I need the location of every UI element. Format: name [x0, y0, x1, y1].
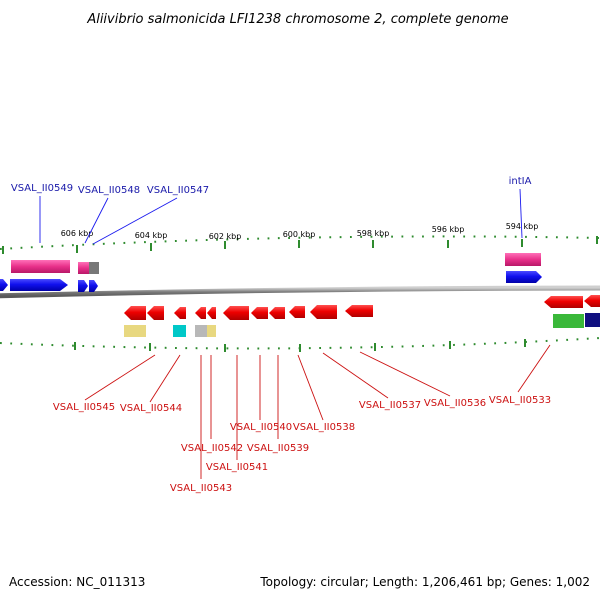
gene-label[interactable]: VSAL_II0549	[11, 183, 73, 194]
gene-arrow-red[interactable]	[345, 305, 373, 317]
upper-tick-track	[0, 235, 600, 250]
gene-arrow-blue[interactable]	[89, 280, 98, 292]
ruler-label: 594 kbp	[506, 222, 539, 231]
reverse-strand-features	[124, 295, 600, 337]
gene-arrow-blue[interactable]	[506, 271, 542, 283]
gene-block-yellow[interactable]	[124, 325, 146, 337]
gene-arrow-red[interactable]	[195, 307, 206, 319]
gene-block-navy[interactable]	[585, 313, 600, 327]
gene-arrow-red[interactable]	[584, 295, 600, 307]
gene-arrow-red[interactable]	[310, 305, 337, 319]
gene-label[interactable]: VSAL_II0536	[424, 398, 486, 409]
gene-block-gray[interactable]	[89, 262, 99, 274]
ruler-labels: 606 kbp 604 kbp 602 kbp 600 kbp 598 kbp …	[61, 222, 539, 241]
ruler-label: 602 kbp	[209, 232, 242, 241]
chromosome-backbone	[0, 285, 600, 299]
gene-block-gray[interactable]	[195, 325, 207, 337]
lower-major-ticks	[74, 339, 526, 352]
gene-arrow-red[interactable]	[251, 307, 268, 319]
gene-block-yellow[interactable]	[207, 325, 216, 337]
bottom-gene-labels: VSAL_II0545 VSAL_II0544 VSAL_II0543 VSAL…	[53, 395, 551, 494]
gene-label[interactable]: VSAL_II0542	[181, 443, 243, 454]
gene-arrow-blue[interactable]	[10, 279, 68, 291]
top-gene-labels: VSAL_II0549 VSAL_II0548 VSAL_II0547 intI…	[11, 176, 532, 196]
gene-arrow-red[interactable]	[174, 307, 186, 319]
gene-arrow-red[interactable]	[544, 296, 583, 308]
upper-major-ticks	[2, 236, 598, 254]
ruler-label: 598 kbp	[357, 229, 390, 238]
gene-label[interactable]: VSAL_II0548	[78, 185, 140, 196]
gene-label[interactable]: VSAL_II0539	[247, 443, 309, 454]
forward-strand-features	[0, 253, 542, 292]
gene-label[interactable]: VSAL_II0547	[147, 185, 209, 196]
gene-label[interactable]: VSAL_II0545	[53, 402, 115, 413]
top-label-connectors	[39, 188, 523, 245]
gene-arrow-blue[interactable]	[78, 280, 88, 292]
gene-label[interactable]: intIA	[509, 176, 532, 187]
gene-label[interactable]: VSAL_II0533	[489, 395, 551, 406]
accession-text: Accession: NC_011313	[9, 575, 146, 589]
gene-arrow-red[interactable]	[124, 306, 146, 320]
gene-label[interactable]: VSAL_II0541	[206, 462, 268, 473]
gene-label[interactable]: VSAL_II0537	[359, 400, 421, 411]
ruler-label: 596 kbp	[432, 225, 465, 234]
bottom-label-connectors	[84, 344, 551, 479]
gene-block-cyan[interactable]	[173, 325, 186, 337]
map-title: Aliivibrio salmonicida LFI1238 chromosom…	[86, 12, 508, 27]
ruler-label: 606 kbp	[61, 229, 94, 238]
gene-arrow-blue[interactable]	[0, 279, 8, 291]
ruler-label: 604 kbp	[135, 231, 168, 240]
gene-block-magenta[interactable]	[11, 260, 70, 273]
gene-label[interactable]: VSAL_II0538	[293, 422, 355, 433]
gene-arrow-red[interactable]	[289, 306, 305, 318]
gene-label[interactable]: VSAL_II0540	[230, 422, 292, 433]
gene-block-magenta[interactable]	[78, 262, 90, 274]
gene-arrow-red[interactable]	[223, 306, 249, 320]
ruler-label: 600 kbp	[283, 230, 316, 239]
gene-label[interactable]: VSAL_II0544	[120, 403, 182, 414]
gene-label[interactable]: VSAL_II0543	[170, 483, 232, 494]
genome-summary-text: Topology: circular; Length: 1,206,461 bp…	[260, 575, 590, 589]
gene-arrow-red[interactable]	[207, 307, 216, 319]
gene-block-green[interactable]	[553, 314, 584, 328]
gene-block-magenta[interactable]	[505, 253, 541, 266]
gene-arrow-red[interactable]	[147, 306, 164, 320]
gene-arrow-red[interactable]	[269, 307, 285, 319]
